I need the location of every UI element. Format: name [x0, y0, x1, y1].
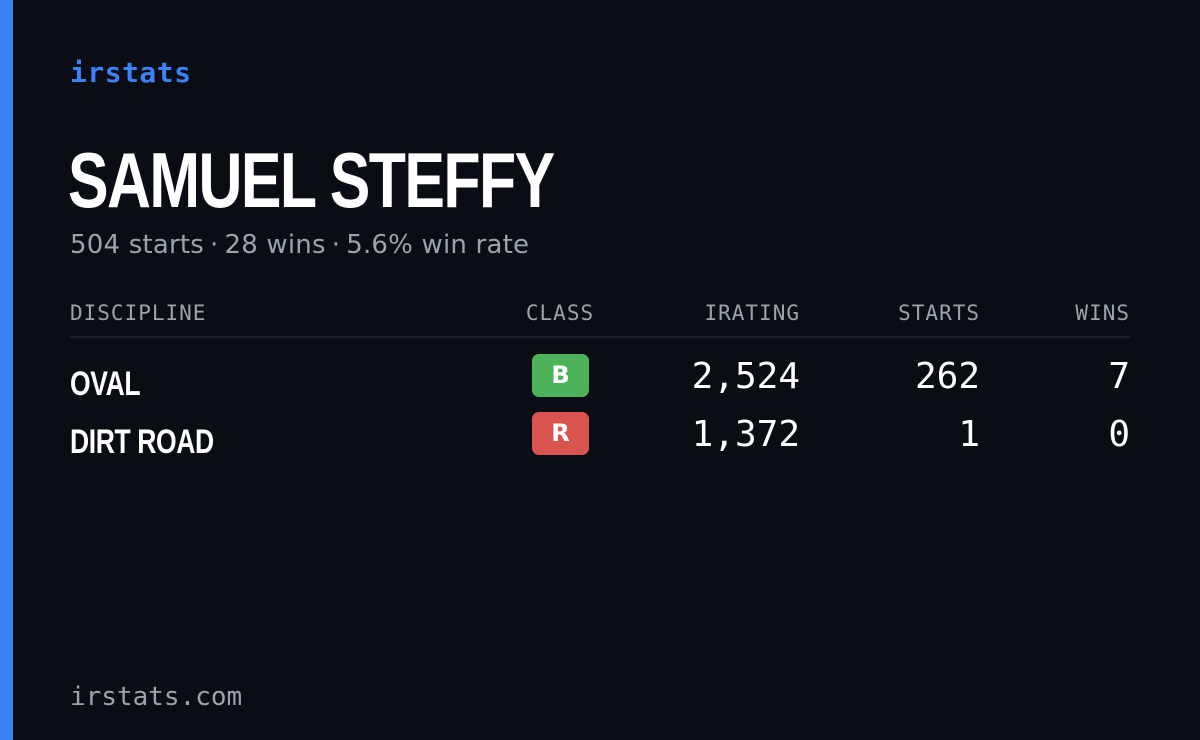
header-wins: WINS	[1075, 301, 1130, 325]
table-row: OVAL B 2,524 262 7	[70, 354, 1130, 412]
brand-logo-text: irstats	[70, 56, 192, 89]
wins-cell: 7	[1108, 356, 1130, 397]
header-starts: STARTS	[898, 301, 980, 325]
starts-cell: 262	[914, 356, 980, 397]
header-class: CLASS	[525, 301, 595, 325]
discipline-cell: OVAL	[70, 365, 141, 403]
header-discipline: DISCIPLINE	[70, 301, 207, 325]
driver-summary: 504 starts · 28 wins · 5.6% win rate	[70, 228, 529, 262]
irating-cell: 2,524	[691, 356, 800, 397]
driver-name: SAMUEL STEFFY	[68, 136, 555, 224]
class-badge: R	[532, 412, 589, 455]
wins-cell: 0	[1108, 414, 1130, 455]
wins-summary: 28 wins	[224, 230, 326, 260]
starts-cell: 1	[958, 414, 980, 455]
starts-summary: 504 starts	[70, 230, 204, 260]
header-irating: IRATING	[704, 301, 800, 325]
accent-bar	[0, 0, 13, 740]
footer-domain: irstats.com	[70, 682, 243, 712]
stats-table: DISCIPLINE CLASS IRATING STARTS WINS OVA…	[70, 296, 1130, 470]
separator: ·	[210, 230, 219, 260]
class-badge: B	[532, 354, 589, 397]
table-row: DIRT ROAD R 1,372 1 0	[70, 412, 1130, 470]
irating-cell: 1,372	[691, 414, 800, 455]
table-header: DISCIPLINE CLASS IRATING STARTS WINS	[70, 296, 1130, 338]
discipline-cell: DIRT ROAD	[70, 423, 214, 461]
separator: ·	[331, 230, 341, 260]
win-rate-summary: 5.6% win rate	[346, 230, 530, 260]
